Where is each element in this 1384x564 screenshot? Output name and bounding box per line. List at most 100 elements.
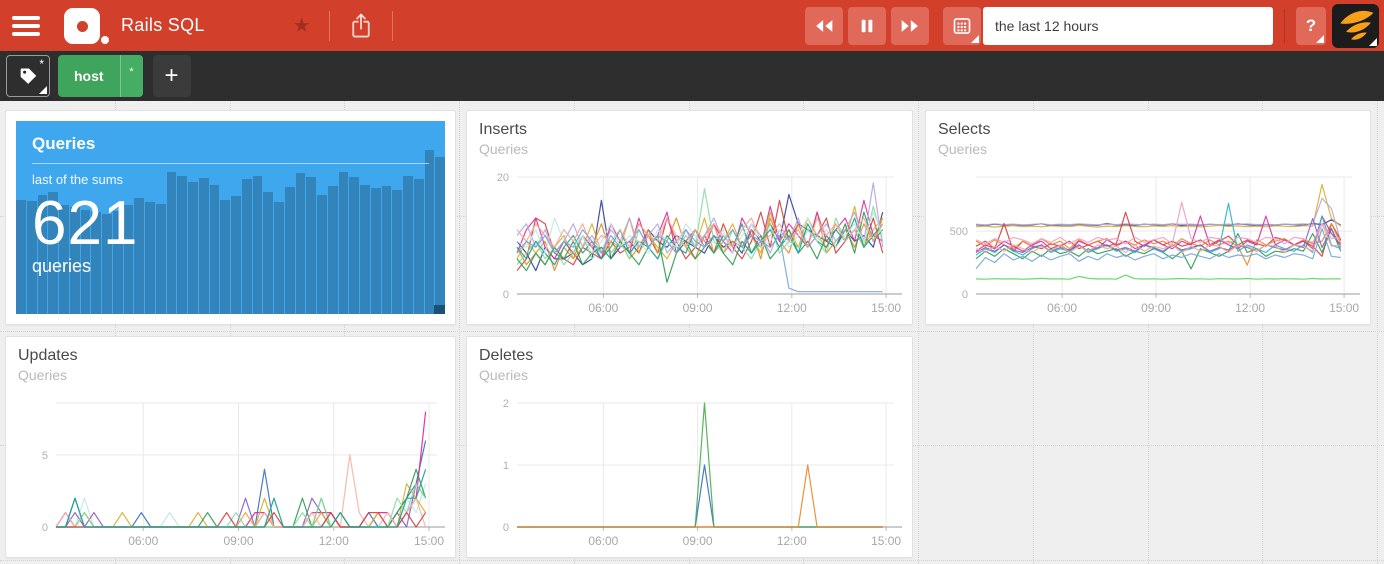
queries-panel[interactable]: Queries last of the sums 621 queries (16, 121, 445, 314)
chart-subtitle: Queries (479, 367, 529, 383)
grid-line (1377, 101, 1378, 564)
solarwinds-logo-button[interactable] (1332, 3, 1379, 48)
svg-text:15:00: 15:00 (871, 301, 901, 315)
grid-line (803, 101, 805, 564)
spark-bar (155, 203, 166, 314)
divider (328, 10, 330, 41)
spark-bar (338, 171, 349, 314)
tag-filter-button[interactable]: * (6, 55, 50, 97)
librato-logo[interactable] (64, 7, 109, 44)
help-icon: ? (1305, 15, 1317, 35)
tag-toolbar: * host * + (0, 51, 1384, 101)
svg-text:12:00: 12:00 (777, 534, 807, 548)
divider (119, 55, 121, 97)
line-chart[interactable]: 06:00 09:00 12:00 15:00 2 1 0 (475, 393, 904, 553)
grid-line (0, 330, 1384, 332)
divider (391, 10, 393, 41)
svg-text:12:00: 12:00 (777, 301, 807, 315)
grid-line (229, 101, 231, 564)
host-tag-label: host (74, 68, 104, 84)
spark-bar (349, 176, 359, 314)
spark-bar (252, 175, 263, 314)
chart-subtitle: Queries (479, 141, 529, 157)
help-button[interactable]: ? (1296, 6, 1326, 45)
resize-handle[interactable] (434, 305, 445, 314)
host-tag-button[interactable]: host * (58, 55, 143, 97)
spark-bar (295, 173, 306, 314)
calendar-icon (953, 17, 971, 34)
spark-bar (403, 175, 413, 314)
calendar-button[interactable] (943, 6, 981, 45)
add-tag-button[interactable]: + (152, 55, 191, 97)
share-button[interactable] (348, 12, 374, 40)
rewind-button[interactable] (805, 6, 843, 45)
grid-line (918, 101, 919, 564)
tag-modifier: * (39, 57, 44, 71)
svg-text:500: 500 (950, 226, 968, 238)
favorite-star-icon[interactable]: ★ (292, 15, 311, 37)
fast-forward-button[interactable] (891, 6, 929, 45)
grid-line (688, 101, 690, 564)
grid-line (573, 101, 575, 564)
spark-bar (37, 194, 48, 314)
chart-subtitle: Queries (18, 367, 68, 383)
svg-text:2: 2 (503, 398, 509, 410)
top-bar: Rails SQL ★ (0, 0, 1384, 51)
dropdown-corner (1316, 34, 1324, 43)
chart-card-deletes[interactable]: Deletes Queries 06:00 09:00 12:00 15:00 2 1 0 (466, 336, 913, 558)
spark-bar (112, 211, 123, 314)
menu-icon[interactable] (12, 15, 40, 36)
spark-bar (80, 209, 91, 314)
spark-bar (209, 184, 220, 314)
line-chart[interactable]: 06:00 09:00 12:00 15:00 20 0 (475, 167, 904, 320)
svg-text:06:00: 06:00 (588, 301, 618, 315)
spark-bar (220, 199, 230, 314)
queries-bar-sparkline (16, 121, 445, 314)
fast-forward-icon (901, 19, 918, 32)
spark-bar (306, 176, 316, 314)
line-chart[interactable]: 06:00 09:00 12:00 15:00 5 0 (14, 393, 447, 553)
svg-text:09:00: 09:00 (1141, 301, 1171, 315)
svg-text:12:00: 12:00 (1235, 301, 1265, 315)
spark-bar (26, 200, 37, 314)
svg-text:12:00: 12:00 (319, 534, 349, 548)
svg-text:09:00: 09:00 (683, 534, 713, 548)
svg-text:1: 1 (503, 460, 509, 472)
spark-bar (284, 187, 295, 314)
chart-card-updates[interactable]: Updates Queries 06:00 09:00 12:00 15:00 5 0 (5, 336, 456, 558)
spark-bar (370, 188, 381, 314)
svg-text:0: 0 (503, 522, 509, 534)
spark-bar (134, 198, 144, 314)
spark-bar (327, 185, 338, 314)
chart-title: Deletes (479, 347, 534, 364)
big-number-unit: queries (32, 256, 92, 277)
chart-card-queries[interactable]: Queries last of the sums 621 queries (5, 110, 456, 325)
spark-bar (177, 175, 187, 314)
spark-bar (392, 189, 402, 314)
svg-text:09:00: 09:00 (683, 301, 713, 315)
dashboard-grid: Queries last of the sums 621 queries Ins… (0, 101, 1384, 564)
pause-icon (861, 19, 873, 32)
line-chart[interactable]: 06:00 09:00 12:00 15:00 500 0 (934, 167, 1362, 320)
grid-line (1147, 101, 1149, 564)
svg-text:0: 0 (42, 522, 48, 534)
spark-bar (381, 185, 392, 314)
spark-bar (69, 207, 80, 314)
grid-line (1262, 101, 1264, 564)
pause-button[interactable] (848, 6, 886, 45)
share-icon (352, 13, 370, 37)
svg-text:0: 0 (962, 289, 968, 301)
grid-line (114, 101, 116, 564)
grid-line (1032, 101, 1034, 564)
chart-card-selects[interactable]: Selects Queries 06:00 09:00 12:00 15:00 500 0 (925, 110, 1371, 325)
chart-title: Updates (18, 347, 78, 364)
chart-card-inserts[interactable]: Inserts Queries 06:00 09:00 12:00 15:00 20 0 (466, 110, 913, 325)
spark-bar (188, 182, 198, 314)
chart-subtitle: last of the sums (32, 172, 124, 187)
spark-bar (48, 192, 58, 314)
dropdown-corner (39, 86, 47, 94)
svg-text:15:00: 15:00 (414, 534, 444, 548)
spark-bar (317, 194, 327, 314)
chart-title: Inserts (479, 121, 528, 138)
time-range-input[interactable] (983, 6, 1273, 45)
